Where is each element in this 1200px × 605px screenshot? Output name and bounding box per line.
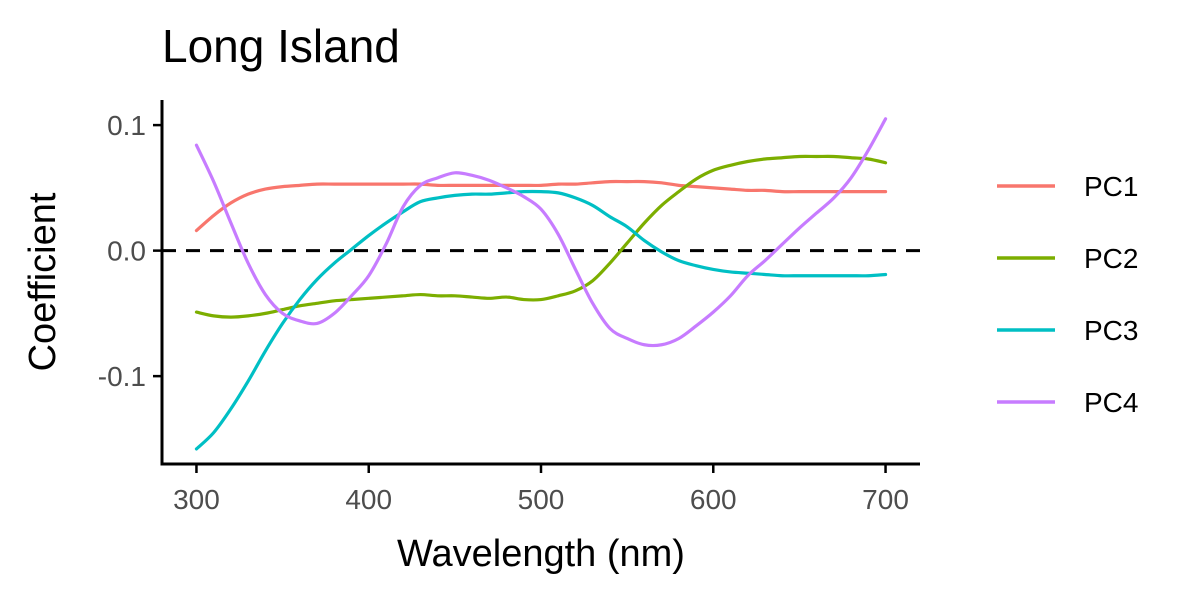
series-line-pc2 <box>194 154 888 319</box>
y-tick-label: -0.1 <box>98 361 146 392</box>
y-tick-label: 0.0 <box>107 236 146 267</box>
legend-item-pc1: PC1 <box>997 171 1138 202</box>
x-axis-title: Wavelength (nm) <box>397 533 685 575</box>
chart-title: Long Island <box>162 20 400 72</box>
legend-item-pc2: PC2 <box>997 243 1138 274</box>
legend-label-pc1: PC1 <box>1084 171 1138 202</box>
legend-item-pc3: PC3 <box>997 315 1138 346</box>
series-line-pc3 <box>194 189 888 451</box>
x-tick-label: 500 <box>518 484 565 515</box>
y-axis-title: Coefficient <box>22 192 64 371</box>
legend-item-pc4: PC4 <box>997 387 1138 418</box>
y-tick-label: 0.1 <box>107 110 146 141</box>
legend-label-pc4: PC4 <box>1084 387 1138 418</box>
legend-label-pc3: PC3 <box>1084 315 1138 346</box>
x-tick-label: 400 <box>345 484 392 515</box>
x-axis-ticks: 300 400 500 600 700 <box>173 464 909 515</box>
series-line-pc4 <box>194 117 888 348</box>
plot-area: 300 400 500 600 700 0.1 0.0 -0.1 <box>98 100 920 515</box>
legend-label-pc2: PC2 <box>1084 243 1138 274</box>
series-line-pc1 <box>194 179 888 233</box>
y-axis-ticks: 0.1 0.0 -0.1 <box>98 110 162 392</box>
x-tick-label: 600 <box>690 484 737 515</box>
x-tick-label: 700 <box>862 484 909 515</box>
series-lines <box>194 117 888 451</box>
legend: PC1 PC2 PC3 PC4 <box>997 171 1138 418</box>
x-tick-label: 300 <box>173 484 220 515</box>
